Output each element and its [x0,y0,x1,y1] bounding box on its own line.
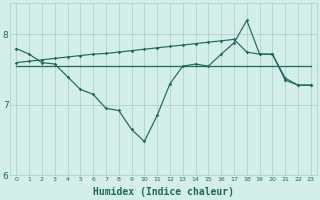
X-axis label: Humidex (Indice chaleur): Humidex (Indice chaleur) [93,187,234,197]
